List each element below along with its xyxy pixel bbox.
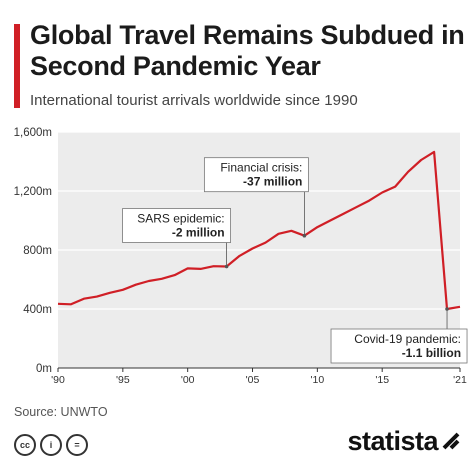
title-accent-bar [14, 24, 20, 108]
annotation-point [302, 233, 307, 238]
y-axis-ticks: 0m 400m 800m 1,200m 1,600m [14, 127, 52, 375]
by-icon[interactable]: i [40, 434, 62, 456]
y-tick-label: 1,600m [14, 127, 52, 139]
x-tick-label: '00 [181, 374, 195, 383]
chart-subtitle: International tourist arrivals worldwide… [30, 92, 358, 109]
annotation-box [203, 157, 309, 193]
cc-icon[interactable]: cc [14, 434, 36, 456]
brand-name: statista [347, 426, 438, 456]
nd-icon[interactable]: = [66, 434, 88, 456]
statista-mark-icon [442, 432, 460, 450]
y-tick-label: 1,200m [14, 186, 52, 198]
annotation: Financial crisis:-37 million [203, 157, 309, 238]
annotation-box [122, 208, 231, 243]
chart-title: Global Travel Remains Subdued in Second … [30, 20, 465, 81]
statista-logo[interactable]: statista [347, 426, 460, 457]
x-tick-label: '21 [453, 374, 467, 383]
annotation-label: Covid-19 pandemic: [354, 332, 461, 346]
annotation-label: SARS epidemic: [137, 212, 224, 226]
y-tick-label: 400m [23, 304, 52, 316]
annotation: Covid-19 pandemic:-1.1 billion [330, 307, 468, 364]
annotation: SARS epidemic:-2 million [122, 208, 231, 269]
y-tick-label: 800m [23, 245, 52, 257]
x-tick-label: '05 [246, 374, 260, 383]
annotation-box [330, 328, 468, 364]
annotation-value: -2 million [172, 226, 225, 240]
annotation-point [445, 307, 449, 311]
line-chart: 0m 400m 800m 1,200m 1,600m '90 '95 '00 '05 '10 '1… [14, 127, 468, 383]
x-axis-ticks: '90 '95 '00 '05 '10 '15 '21 [51, 368, 467, 383]
source-note: Source: UNWTO [14, 405, 108, 419]
annotation-label: Financial crisis: [220, 161, 302, 175]
x-tick-label: '15 [375, 374, 389, 383]
x-tick-label: '95 [116, 374, 130, 383]
annotation-value: -37 million [243, 175, 302, 189]
x-tick-label: '10 [311, 374, 325, 383]
series-line [57, 150, 461, 311]
annotation-value: -1.1 billion [402, 346, 461, 360]
x-tick-label: '90 [51, 374, 65, 383]
annotation-point [224, 264, 229, 269]
y-tick-label: 0m [36, 363, 52, 375]
